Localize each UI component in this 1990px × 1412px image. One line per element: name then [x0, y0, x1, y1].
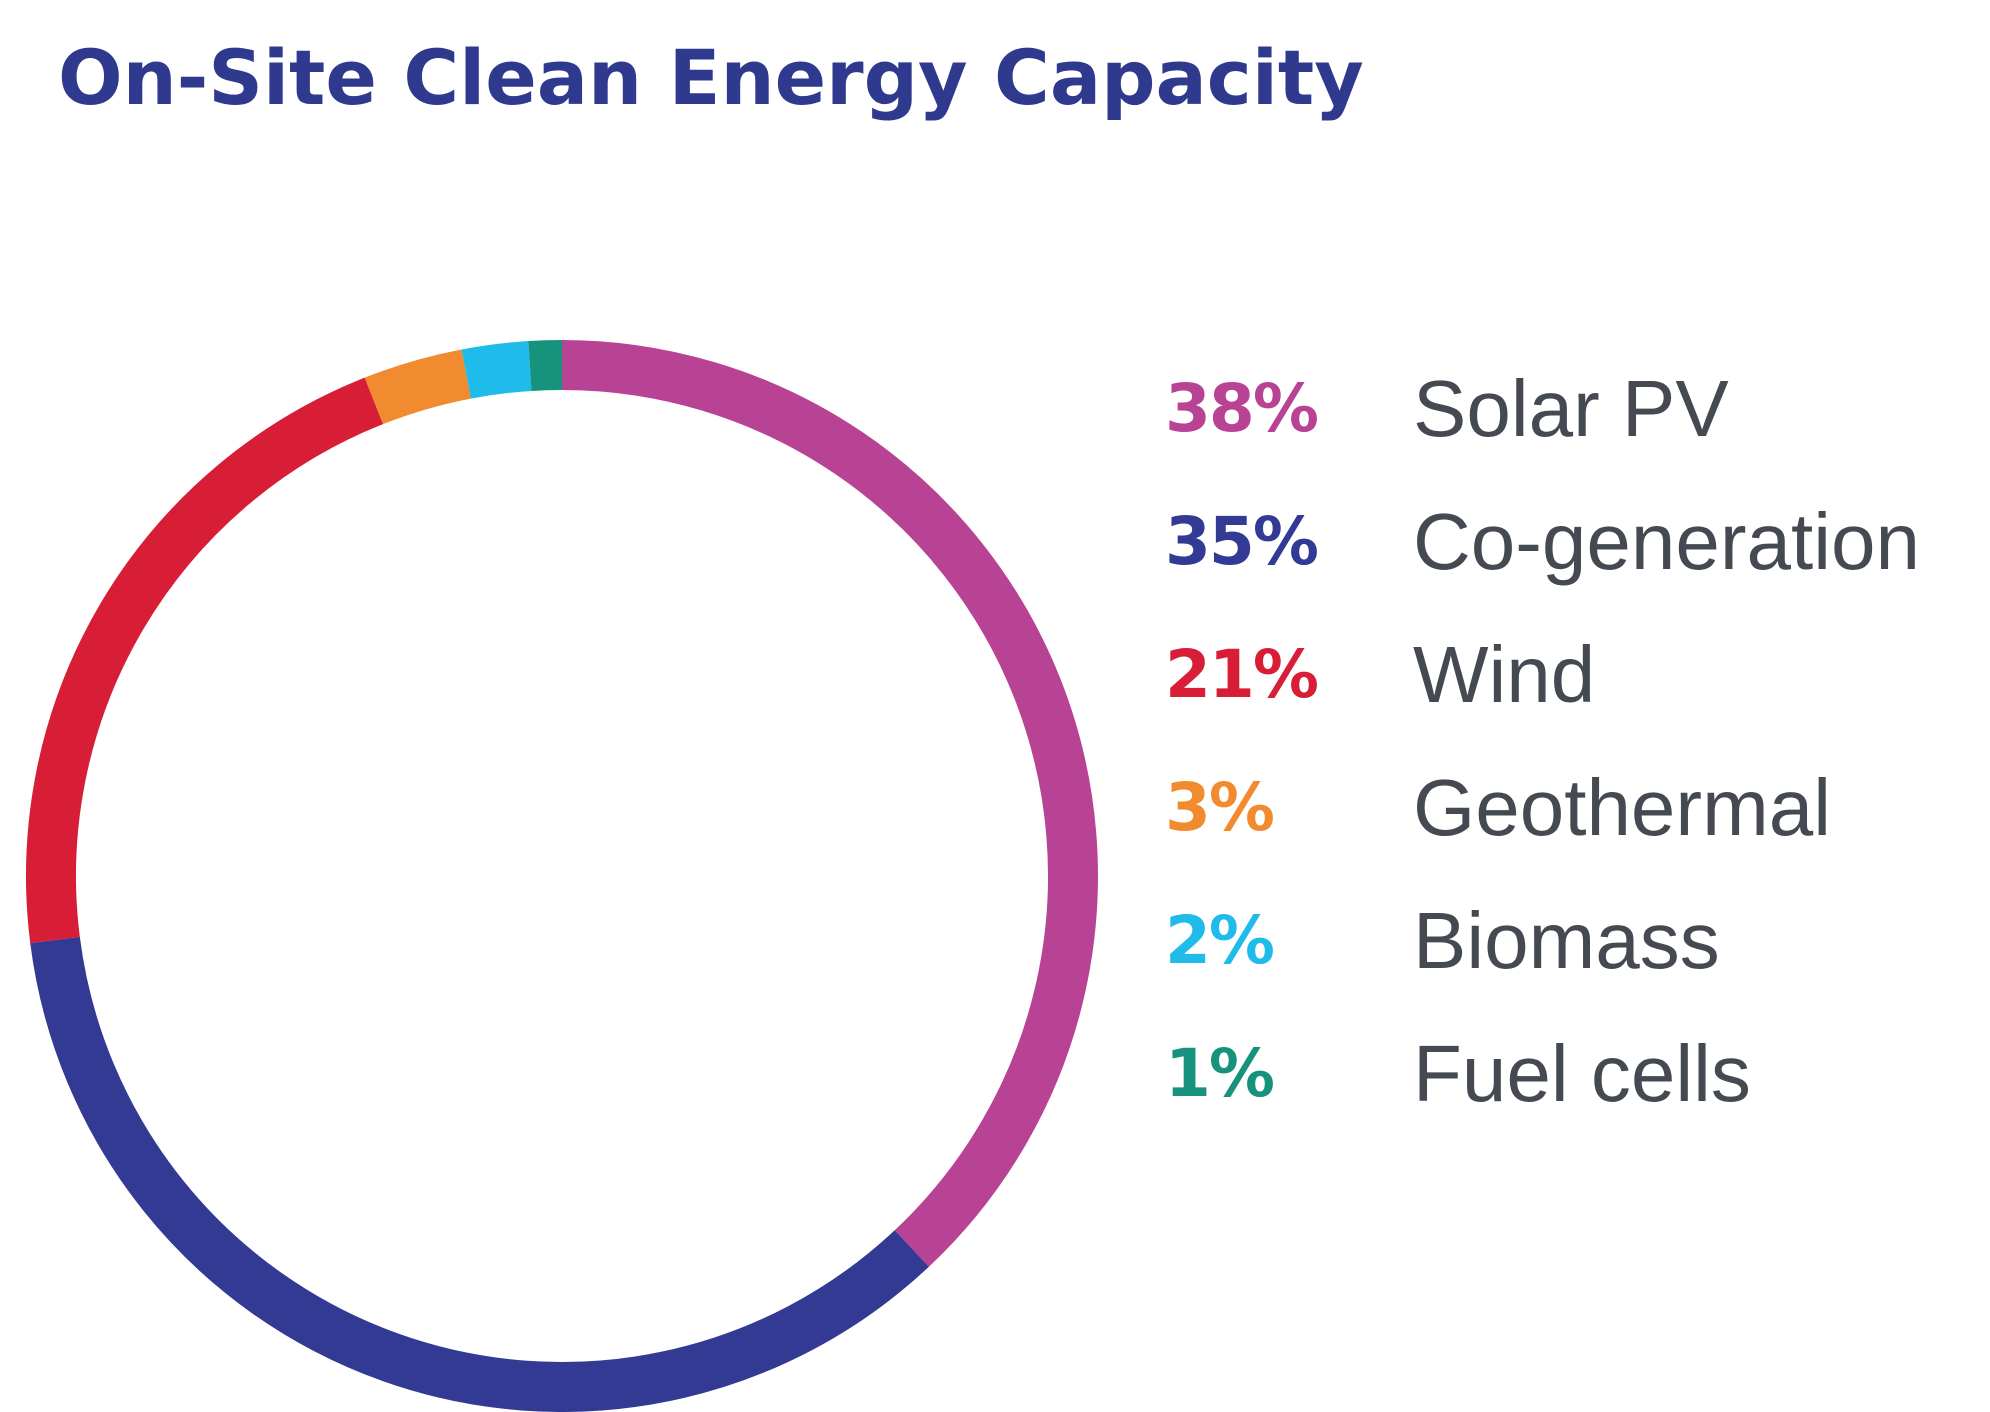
legend-label: Biomass [1413, 896, 1720, 985]
legend-item: 38% Solar PV [1165, 342, 1965, 475]
legend-percent: 1% [1165, 1035, 1275, 1112]
legend-label: Geothermal [1413, 763, 1831, 852]
legend-item: 3% Geothermal [1165, 741, 1965, 874]
chart-title: On-Site Clean Energy Capacity [58, 33, 1364, 122]
legend-label: Fuel cells [1413, 1029, 1751, 1118]
legend-percent: 35% [1165, 503, 1319, 580]
donut-slice [561, 340, 1098, 1267]
legend-item: 35% Co-generation [1165, 475, 1965, 608]
chart-legend: 38% Solar PV 35% Co-generation 21% Wind 3% Geot… [1165, 342, 1965, 1140]
donut-slice [26, 377, 384, 944]
legend-item: 2% Biomass [1165, 874, 1965, 1007]
donut-slice [528, 340, 563, 391]
legend-label: Co-generation [1413, 497, 1920, 586]
legend-item: 1% Fuel cells [1165, 1007, 1965, 1140]
legend-percent: 3% [1165, 769, 1275, 846]
legend-percent: 38% [1165, 370, 1319, 447]
legend-label: Solar PV [1413, 364, 1729, 453]
legend-percent: 2% [1165, 902, 1275, 979]
donut-slice [461, 341, 532, 399]
legend-percent: 21% [1165, 636, 1319, 713]
legend-item: 21% Wind [1165, 608, 1965, 741]
donut-slice [30, 936, 929, 1412]
legend-label: Wind [1413, 630, 1596, 719]
donut-slice [364, 349, 472, 425]
